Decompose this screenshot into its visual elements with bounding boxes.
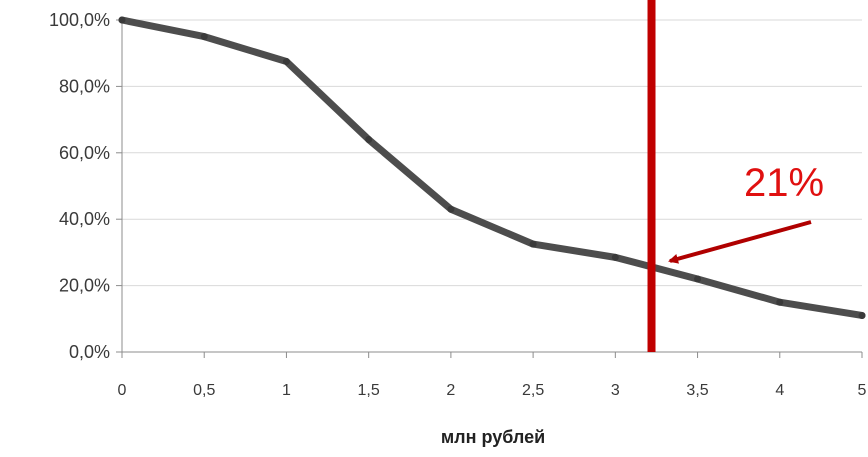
y-tick-label: 40,0% xyxy=(59,209,110,229)
data-point xyxy=(694,275,702,283)
data-point xyxy=(282,58,290,65)
grid-lines xyxy=(122,19,862,287)
data-point xyxy=(529,240,537,248)
x-tick-label: 5 xyxy=(858,382,867,399)
y-tick-label: 60,0% xyxy=(59,143,110,163)
data-point xyxy=(611,253,619,261)
annotation-arrow xyxy=(668,220,812,264)
data-point xyxy=(447,205,455,213)
x-tick-labels: 0 0,5 1 1,5 2 2,5 3 3,5 4 5 xyxy=(118,382,867,399)
x-tick-label: 1,5 xyxy=(358,382,380,399)
x-tick-label: 4 xyxy=(775,382,784,399)
data-point xyxy=(365,136,373,144)
y-tick-labels: 0,0% 20,0% 40,0% 60,0% 80,0% 100,0% xyxy=(49,10,110,362)
x-axis-label: млн рублей xyxy=(441,427,545,447)
data-point xyxy=(118,16,126,24)
y-tick-label: 80,0% xyxy=(59,76,110,96)
x-tick-label: 1 xyxy=(282,382,291,399)
x-tick-label: 2 xyxy=(446,382,455,399)
data-point xyxy=(858,311,866,319)
x-tick-label: 0 xyxy=(118,382,127,399)
axes xyxy=(116,19,863,358)
data-point xyxy=(776,298,784,306)
series xyxy=(118,16,866,319)
y-tick-label: 20,0% xyxy=(59,276,110,296)
x-tick-label: 3,5 xyxy=(686,382,708,399)
x-tick-label: 2,5 xyxy=(522,382,544,399)
annotation-label: 21% xyxy=(744,161,824,205)
x-tick-label: 3 xyxy=(611,382,620,399)
y-tick-label: 0,0% xyxy=(69,342,110,362)
y-tick-label: 100,0% xyxy=(49,10,110,30)
series-line xyxy=(118,16,866,319)
x-tick-label: 0,5 xyxy=(193,382,215,399)
data-point xyxy=(200,33,208,41)
